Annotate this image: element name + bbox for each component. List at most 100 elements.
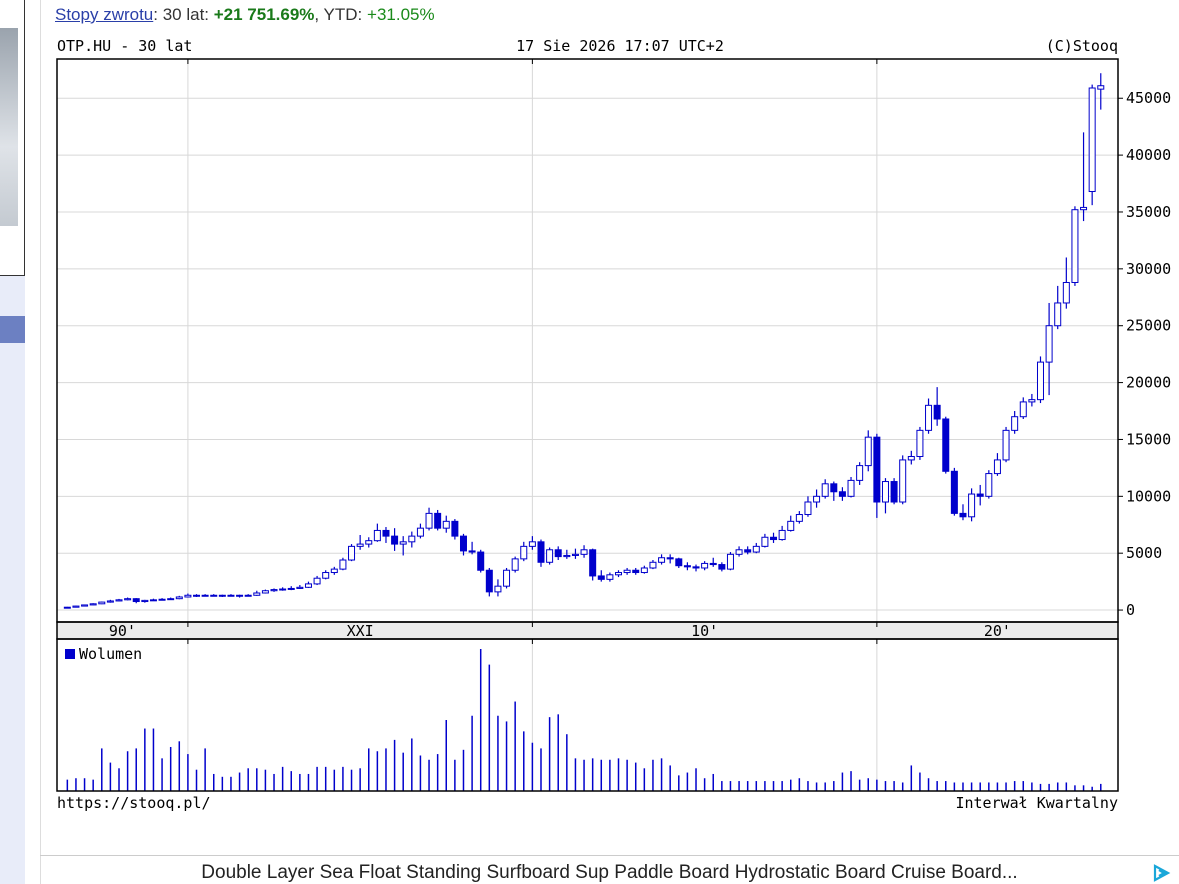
period-label: 20'	[984, 622, 1011, 640]
candle-body	[1062, 281, 1070, 304]
candle-body	[873, 436, 881, 503]
candle-body	[804, 501, 812, 516]
candle-body	[675, 558, 683, 567]
candle-body	[313, 577, 321, 585]
candle-body	[124, 598, 132, 601]
candle-body	[925, 404, 933, 431]
candle-body	[485, 569, 493, 593]
source: https://stooq.pl/	[57, 794, 211, 812]
candle-body	[227, 594, 235, 597]
interval: Interwał Kwartalny	[955, 794, 1118, 812]
candle-body	[201, 594, 209, 597]
divider	[40, 0, 41, 884]
candle-body	[666, 557, 674, 560]
candle-body	[468, 550, 476, 553]
candle-body	[287, 587, 295, 590]
candle-body	[778, 529, 786, 541]
candle-body	[115, 599, 123, 602]
returns-value: +21 751.69%	[213, 5, 315, 24]
candle-body	[63, 606, 71, 609]
candle-body	[830, 483, 838, 493]
candle-body	[279, 588, 287, 591]
y-tick-label: 20000	[1126, 374, 1171, 392]
ad-bar[interactable]: Double Layer Sea Float Standing Surfboar…	[40, 855, 1179, 884]
period-strip	[57, 622, 1118, 639]
candle-body	[864, 436, 872, 467]
candle-body	[322, 572, 330, 579]
candle-body	[589, 549, 597, 577]
ad-text[interactable]: Double Layer Sea Float Standing Surfboar…	[201, 862, 1018, 883]
candle-body	[907, 456, 915, 461]
candle-body	[399, 541, 407, 545]
candle-body	[1028, 399, 1036, 403]
candle-body	[391, 535, 399, 545]
ad-icon[interactable]	[1151, 863, 1171, 883]
y-tick-label: 35000	[1126, 203, 1171, 221]
candle-body	[847, 479, 855, 497]
copyright: (C)Stooq	[1046, 37, 1118, 55]
candle-body	[658, 557, 666, 563]
y-tick-label: 10000	[1126, 487, 1171, 505]
candle-body	[692, 566, 700, 569]
candle-body	[1097, 85, 1105, 90]
candle-body	[563, 554, 571, 558]
candle-body	[339, 559, 347, 570]
candle-body	[1036, 361, 1044, 401]
candle-body	[442, 520, 450, 529]
candle-body	[459, 535, 467, 552]
candle-body	[709, 562, 717, 566]
candle-body	[899, 459, 907, 503]
candle-body	[933, 404, 941, 420]
returns-ytd-value: +31.05%	[367, 5, 435, 24]
candle-body	[72, 605, 80, 608]
candle-body	[193, 594, 201, 597]
candle-body	[98, 601, 106, 605]
candle-body	[649, 561, 657, 569]
candle-body	[890, 481, 898, 503]
volume-border	[56, 638, 1119, 792]
candle-body	[916, 429, 924, 458]
candle-body	[244, 594, 252, 597]
timestamp: 17 Sie 2026 17:07 UTC+2	[516, 37, 724, 55]
candle-body	[477, 551, 485, 571]
candle-body	[184, 594, 192, 598]
candle-body	[416, 527, 424, 537]
candle-body	[726, 553, 734, 570]
candle-body	[451, 520, 459, 537]
candle-body	[373, 529, 381, 542]
candle-body	[632, 569, 640, 574]
candle-body	[813, 495, 821, 503]
y-tick-label: 15000	[1126, 430, 1171, 448]
candle-body	[1011, 416, 1019, 431]
candle-body	[425, 512, 433, 529]
sidebar-tab	[0, 316, 25, 343]
candle-body	[787, 520, 795, 531]
candle-body	[795, 514, 803, 522]
returns-ytd: , YTD:	[314, 5, 368, 24]
price-frame	[57, 59, 1118, 622]
candle-body	[580, 549, 588, 555]
candle-body	[701, 562, 709, 569]
candle-body	[365, 540, 373, 545]
legend-label: Wolumen	[79, 645, 142, 663]
candle-body	[744, 549, 752, 553]
returns-period: : 30 lat:	[153, 5, 214, 24]
candle-body	[434, 512, 442, 529]
candle-body	[296, 586, 304, 589]
candle-body	[735, 549, 743, 555]
candle-body	[950, 470, 958, 514]
candle-body	[537, 541, 545, 563]
candle-body	[942, 418, 950, 472]
sidebar	[0, 0, 25, 884]
candle-body	[132, 598, 140, 603]
y-tick-label: 5000	[1126, 544, 1162, 562]
returns-link[interactable]: Stopy zwrotu	[55, 5, 154, 24]
candle-body	[554, 549, 562, 558]
period-label: 90'	[109, 622, 136, 640]
candle-body	[881, 481, 889, 503]
candle-body	[1080, 206, 1088, 211]
returns: Stopy zwrotu: 30 lat: +21 751.69%, YTD: …	[55, 5, 435, 25]
chart-title: OTP.HU - 30 lat	[57, 37, 192, 55]
candle-body	[546, 549, 554, 563]
